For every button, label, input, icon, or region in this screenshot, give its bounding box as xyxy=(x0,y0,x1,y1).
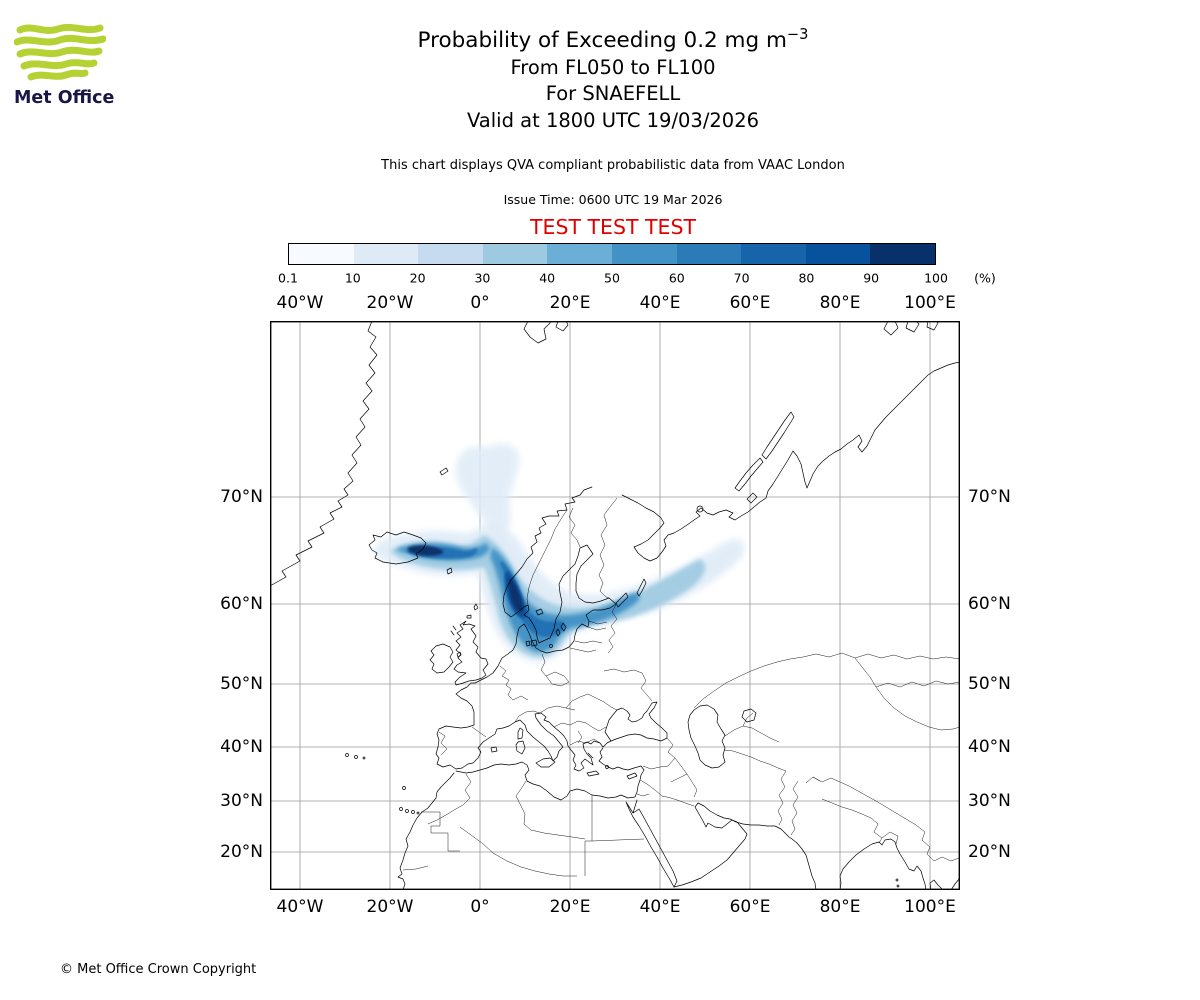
colorbar-segment-4 xyxy=(547,244,612,264)
y-axis-label-left-0: 70°N xyxy=(220,487,263,507)
x-axis-label-top-6: 80°E xyxy=(819,293,861,313)
y-axis-label-right-1: 60°N xyxy=(968,594,1011,614)
map-svg xyxy=(269,320,961,890)
x-axis-label-bottom-4: 40°E xyxy=(639,897,681,917)
y-axis-label-left-5: 20°N xyxy=(220,842,263,862)
x-axis-label-bottom-1: 20°W xyxy=(366,897,414,917)
met-office-wordmark: Met Office xyxy=(14,88,115,108)
map-frame xyxy=(269,320,960,890)
colorbar-segment-7 xyxy=(741,244,806,264)
x-axis-label-top-1: 20°W xyxy=(366,293,414,313)
met-office-logo-waves xyxy=(13,23,107,81)
x-axis-label-bottom-5: 60°E xyxy=(729,897,771,917)
y-axis-label-left-1: 60°N xyxy=(220,594,263,614)
colorbar-tick-label-10: 10 xyxy=(344,270,361,286)
copyright-footer: © Met Office Crown Copyright xyxy=(60,962,257,977)
x-axis-label-bottom-0: 40°W xyxy=(276,897,324,917)
colorbar-tick-label-70: 70 xyxy=(733,270,750,286)
title-exponent: −3 xyxy=(786,26,809,43)
map-canvas xyxy=(269,320,961,890)
x-axis-label-top-2: 0° xyxy=(470,293,490,313)
colorbar-tick-label-100: 100 xyxy=(924,270,948,286)
y-axis-label-left-2: 50°N xyxy=(220,674,263,694)
y-axis-label-left-3: 40°N xyxy=(220,737,263,757)
y-axis-label-right-2: 50°N xyxy=(968,674,1011,694)
title-block: Probability of Exceeding 0.2 mg m−3 From… xyxy=(30,26,1196,134)
title-text: Probability of Exceeding 0.2 mg m xyxy=(417,28,787,54)
y-axis-label-right-3: 40°N xyxy=(968,737,1011,757)
colorbar-tick-label-50: 50 xyxy=(604,270,620,286)
x-axis-label-top-3: 20°E xyxy=(549,293,591,313)
country-borders xyxy=(402,497,961,877)
colorbar-tick-label-90: 90 xyxy=(863,270,880,286)
colorbar-unit-label: (%) xyxy=(974,270,996,286)
qva-note: This chart displays QVA compliant probab… xyxy=(381,158,845,173)
x-axis-label-bottom-6: 80°E xyxy=(819,897,861,917)
colorbar-tick-label-60: 60 xyxy=(668,270,685,286)
colorbar-segment-2 xyxy=(418,244,483,264)
issue-time: Issue Time: 0600 UTC 19 Mar 2026 xyxy=(503,192,723,207)
met-office-logo: Met Office xyxy=(13,23,124,108)
x-axis-label-bottom-3: 20°E xyxy=(549,897,591,917)
y-axis-label-right-0: 70°N xyxy=(968,487,1011,507)
x-axis-label-bottom-2: 0° xyxy=(470,897,490,917)
colorbar-tick-label-40: 40 xyxy=(539,270,556,286)
colorbar-segment-0 xyxy=(289,244,354,264)
subtitle-valid-time: Valid at 1800 UTC 19/03/2026 xyxy=(466,108,760,132)
coastlines xyxy=(270,321,960,890)
colorbar-segment-6 xyxy=(676,244,742,264)
small-islands xyxy=(345,505,900,888)
colorbar-tick-label-30: 30 xyxy=(474,270,491,286)
x-axis-label-top-7: 100°E xyxy=(904,293,956,313)
y-axis-label-right-5: 20°N xyxy=(968,842,1011,862)
y-axis-label-right-4: 30°N xyxy=(968,791,1011,811)
x-axis-label-bottom-7: 100°E xyxy=(904,897,956,917)
subtitle-flight-levels: From FL050 to FL100 xyxy=(510,56,716,80)
colorbar-tick-label-80: 80 xyxy=(798,270,815,286)
colorbar-tick-label-20: 20 xyxy=(409,270,426,286)
colorbar-segment-3 xyxy=(482,244,548,264)
colorbar-segment-8 xyxy=(805,244,871,264)
colorbar-tick-label-0.1: 0.1 xyxy=(278,270,298,286)
colorbar-segment-1 xyxy=(353,244,419,264)
colorbar-segment-5 xyxy=(611,244,677,264)
x-axis-label-top-5: 60°E xyxy=(729,293,771,313)
x-axis-label-top-0: 40°W xyxy=(276,293,324,313)
ash-plume xyxy=(374,443,745,662)
x-axis-label-top-4: 40°E xyxy=(639,293,681,313)
y-axis-label-left-4: 30°N xyxy=(220,791,263,811)
colorbar-segment-9 xyxy=(870,244,935,264)
test-banner: TEST TEST TEST xyxy=(529,215,697,239)
probability-colorbar xyxy=(288,243,936,265)
subtitle-volcano: For SNAEFELL xyxy=(545,82,681,106)
page-title: Probability of Exceeding 0.2 mg m−3 xyxy=(30,26,1196,55)
